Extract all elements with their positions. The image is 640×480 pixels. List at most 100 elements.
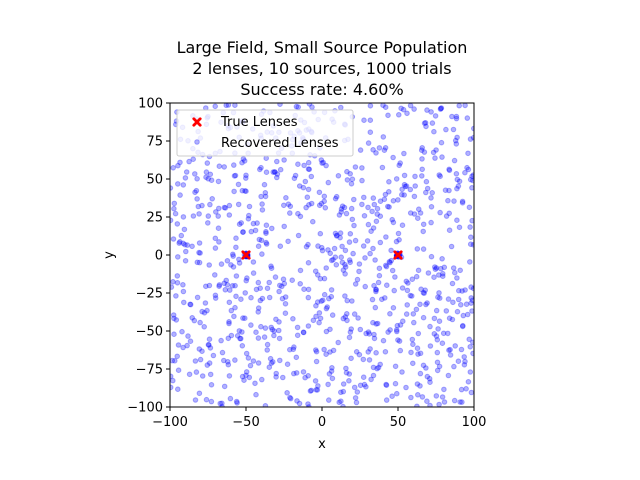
recovered-lens-point xyxy=(196,211,202,217)
recovered-lens-point xyxy=(420,228,427,235)
recovered-lens-point xyxy=(414,345,421,352)
recovered-lens-point xyxy=(343,210,350,217)
recovered-lens-point xyxy=(250,259,257,265)
recovered-lens-point xyxy=(384,282,390,289)
recovered-lens-point xyxy=(459,198,466,205)
recovered-lens-point xyxy=(274,174,280,181)
recovered-lens-point xyxy=(319,247,326,254)
recovered-lens-point xyxy=(216,283,222,290)
recovered-lens-point xyxy=(206,336,213,343)
recovered-lens-point xyxy=(204,160,211,166)
recovered-lens-point xyxy=(399,369,405,375)
recovered-lens-point xyxy=(467,136,474,142)
recovered-lens-point xyxy=(244,275,250,281)
recovered-lens-point xyxy=(237,335,243,342)
recovered-lens-point xyxy=(197,319,203,326)
recovered-lens-point xyxy=(303,204,309,211)
recovered-lens-point xyxy=(464,311,471,318)
recovered-lens-point xyxy=(428,195,434,201)
recovered-lens-point xyxy=(392,274,398,280)
recovered-lens-point xyxy=(462,169,468,176)
recovered-lens-point xyxy=(457,399,463,405)
recovered-lens-point xyxy=(308,200,315,207)
recovered-lens-point xyxy=(459,399,465,405)
recovered-lens-point xyxy=(374,320,381,327)
recovered-lens-point xyxy=(189,243,195,250)
recovered-lens-point xyxy=(460,312,467,319)
recovered-lens-point xyxy=(449,113,455,120)
recovered-lens-point xyxy=(451,397,458,404)
recovered-lens-point xyxy=(347,329,354,335)
recovered-lens-point xyxy=(425,270,432,276)
recovered-lens-point xyxy=(217,400,223,407)
recovered-lens-point xyxy=(225,335,232,342)
recovered-lens-point xyxy=(386,204,392,210)
recovered-lens-point xyxy=(424,373,431,380)
recovered-lens-point xyxy=(300,184,307,191)
recovered-lens-point xyxy=(192,171,198,177)
recovered-lens-point xyxy=(269,225,275,232)
recovered-lens-point xyxy=(423,365,429,371)
recovered-lens-point xyxy=(350,250,356,257)
recovered-lens-point xyxy=(445,330,451,337)
recovered-lens-point xyxy=(263,241,270,247)
recovered-lens-point xyxy=(232,304,238,311)
recovered-lens-point xyxy=(172,358,178,364)
recovered-lens-point xyxy=(199,202,205,209)
recovered-lens-point xyxy=(248,294,254,301)
recovered-lens-point xyxy=(367,250,373,257)
recovered-lens-point xyxy=(170,384,174,391)
recovered-lens-point xyxy=(373,287,379,293)
recovered-lens-point xyxy=(401,150,407,157)
recovered-lens-point xyxy=(371,201,378,208)
recovered-lens-point xyxy=(305,401,311,407)
recovered-lens-point xyxy=(277,243,284,249)
recovered-lens-point xyxy=(305,373,312,379)
recovered-lens-point xyxy=(407,186,414,193)
recovered-lens-point xyxy=(420,362,427,369)
recovered-lens-point xyxy=(330,256,336,263)
recovered-lens-point xyxy=(371,282,377,289)
recovered-lens-point xyxy=(236,221,243,227)
recovered-lens-point xyxy=(385,112,391,119)
recovered-lens-point xyxy=(389,267,396,274)
recovered-lens-point xyxy=(383,262,389,269)
recovered-lens-point xyxy=(363,330,369,337)
recovered-lens-point xyxy=(228,307,235,314)
title-line-1: Large Field, Small Source Population xyxy=(177,38,468,57)
recovered-lens-point xyxy=(410,311,417,317)
recovered-lens-point xyxy=(187,338,194,345)
recovered-lens-point xyxy=(438,105,444,112)
recovered-lens-point xyxy=(327,349,333,355)
recovered-lens-point xyxy=(323,162,329,169)
recovered-lens-point xyxy=(359,165,365,171)
recovered-lens-point xyxy=(434,367,441,374)
recovered-lens-point xyxy=(431,315,438,322)
recovered-lens-point xyxy=(232,172,239,179)
recovered-lens-point xyxy=(205,341,212,348)
recovered-lens-point xyxy=(370,225,377,231)
recovered-lens-point xyxy=(182,241,188,248)
recovered-lens-point xyxy=(253,329,259,336)
recovered-lens-point xyxy=(326,397,332,403)
recovered-lens-point xyxy=(305,260,312,266)
recovered-lens-point xyxy=(428,204,435,210)
recovered-lens-point xyxy=(385,329,391,335)
recovered-lens-point xyxy=(241,158,248,164)
recovered-lens-point xyxy=(429,120,436,126)
recovered-lens-point xyxy=(250,358,257,364)
recovered-lens-point xyxy=(170,236,177,242)
recovered-lens-point xyxy=(181,226,188,233)
recovered-lens-point xyxy=(467,369,474,375)
recovered-lens-point xyxy=(439,256,445,262)
recovered-lens-point xyxy=(236,260,243,266)
recovered-lens-point xyxy=(250,270,257,276)
recovered-lens-point xyxy=(203,396,210,403)
recovered-lens-point xyxy=(332,195,339,202)
recovered-lens-point xyxy=(222,205,229,211)
recovered-lens-point xyxy=(317,230,324,237)
recovered-lens-point xyxy=(250,220,257,227)
recovered-lens-point xyxy=(221,204,228,211)
recovered-lens-point xyxy=(354,389,361,395)
recovered-lens-point xyxy=(437,209,443,216)
